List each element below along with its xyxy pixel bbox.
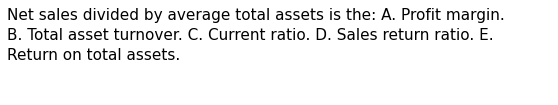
Text: Net sales divided by average total assets is the: A. Profit margin.
B. Total ass: Net sales divided by average total asset… (7, 8, 505, 63)
